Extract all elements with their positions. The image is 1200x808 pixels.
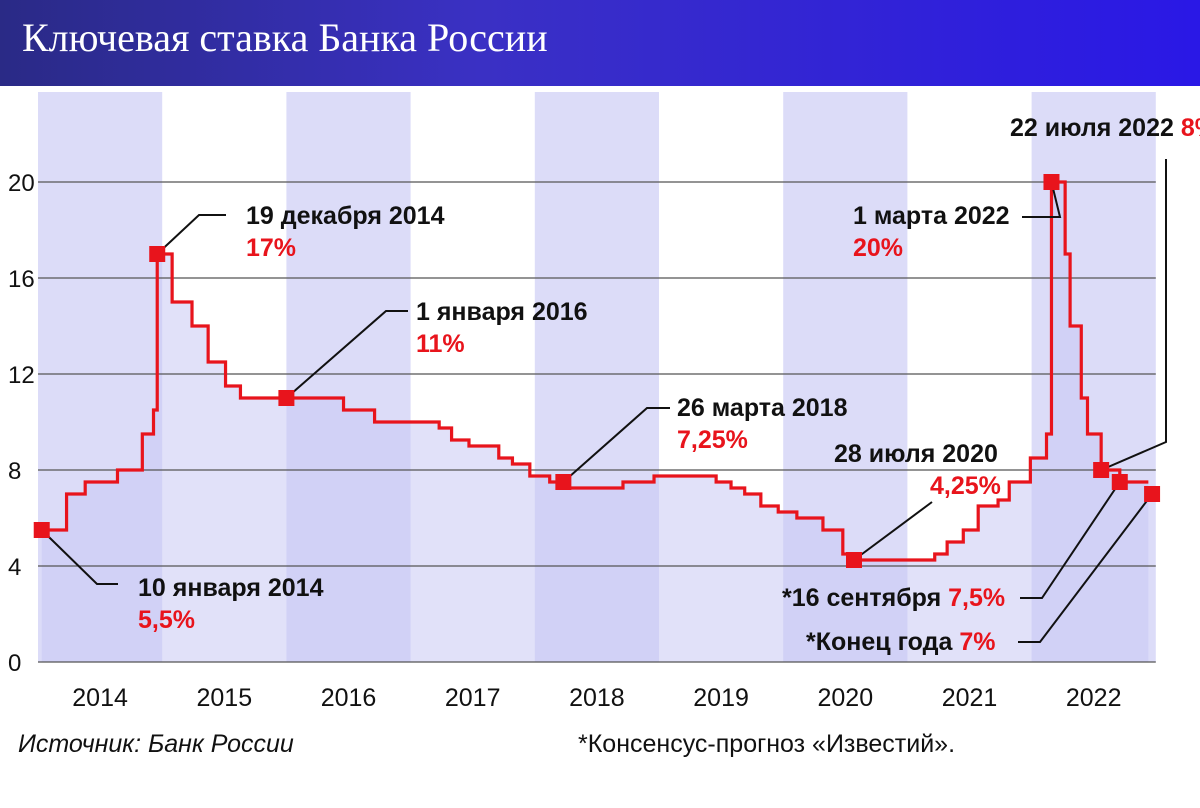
annotation-value: 7%	[959, 628, 995, 656]
leader-line	[562, 407, 670, 483]
annotation-value: 8%	[1181, 114, 1200, 142]
rate-marker	[845, 552, 862, 568]
leader-line	[41, 529, 118, 585]
rate-marker	[149, 246, 166, 262]
annotation-label: 22 июля 2022 8%	[1010, 114, 1200, 142]
annotation-date: *16 сентября	[782, 584, 948, 612]
leader-line	[156, 214, 226, 255]
rate-marker	[278, 390, 295, 406]
key-rate-chart: 0 4 8 12 16 20 2014 2015 2016 2017 2018 2019 2020 202…	[8, 92, 1200, 712]
leader-line	[285, 310, 408, 399]
annotation-date: 28 июля 2020	[834, 440, 998, 468]
annotation-value: 4,25%	[930, 472, 1001, 500]
x-tick-label: 2015	[196, 684, 252, 712]
x-tick-label: 2014	[72, 684, 128, 712]
annotation-date: 19 декабря 2014	[246, 202, 445, 230]
source-text: Источник: Банк России	[18, 730, 294, 758]
leader-line	[1020, 481, 1121, 599]
annotation-date: 1 марта 2022	[853, 202, 1010, 230]
chart-title: Ключевая ставка Банка России	[22, 15, 548, 60]
rate-marker	[1093, 462, 1110, 478]
area-fill	[41, 182, 1149, 662]
leader-line	[1100, 159, 1167, 471]
annotation-date: 10 января 2014	[138, 574, 324, 602]
leader-line	[1022, 181, 1062, 218]
leader-line	[1018, 493, 1153, 643]
annotation-date: *Конец года	[806, 628, 959, 656]
annotation-value: 11%	[416, 330, 465, 358]
annotation-value: 20%	[853, 234, 903, 262]
annotation-value: 7,25%	[677, 426, 748, 454]
annotation-date: 22 июля 2022	[1010, 114, 1181, 142]
annotation-value: 17%	[246, 234, 296, 262]
annotation-value: 5,5%	[138, 606, 195, 634]
x-tick-label: 2019	[693, 684, 749, 712]
y-tick-label: 12	[8, 362, 35, 389]
x-tick-label: 2020	[817, 684, 873, 712]
y-tick-label: 20	[8, 170, 35, 197]
rate-marker	[555, 474, 572, 490]
leader-line	[853, 501, 933, 561]
key-rate-line	[41, 180, 1149, 562]
annotation-value: 7,5%	[948, 584, 1005, 612]
forecast-note: *Консенсус-прогноз «Известий».	[578, 730, 956, 758]
rate-marker	[1144, 486, 1161, 502]
rate-marker	[1043, 174, 1060, 190]
x-tick-label: 2017	[445, 684, 501, 712]
rate-marker	[33, 522, 50, 538]
x-tick-label: 2021	[942, 684, 998, 712]
annotation-label: *Конец года 7%	[806, 628, 995, 656]
annotation-date: 1 января 2016	[416, 298, 588, 326]
annotation-date: 26 марта 2018	[677, 394, 848, 422]
annotation-label: *16 сентября 7,5%	[782, 584, 1005, 612]
y-tick-label: 4	[8, 554, 21, 581]
y-tick-label: 8	[8, 458, 21, 485]
header-banner: Ключевая ставка Банка России	[0, 0, 1200, 86]
rate-marker	[1111, 474, 1128, 490]
y-tick-label: 16	[8, 266, 35, 293]
x-tick-label: 2018	[569, 684, 625, 712]
x-tick-label: 2016	[321, 684, 377, 712]
y-tick-label: 0	[8, 650, 21, 677]
x-tick-label: 2022	[1066, 684, 1122, 712]
